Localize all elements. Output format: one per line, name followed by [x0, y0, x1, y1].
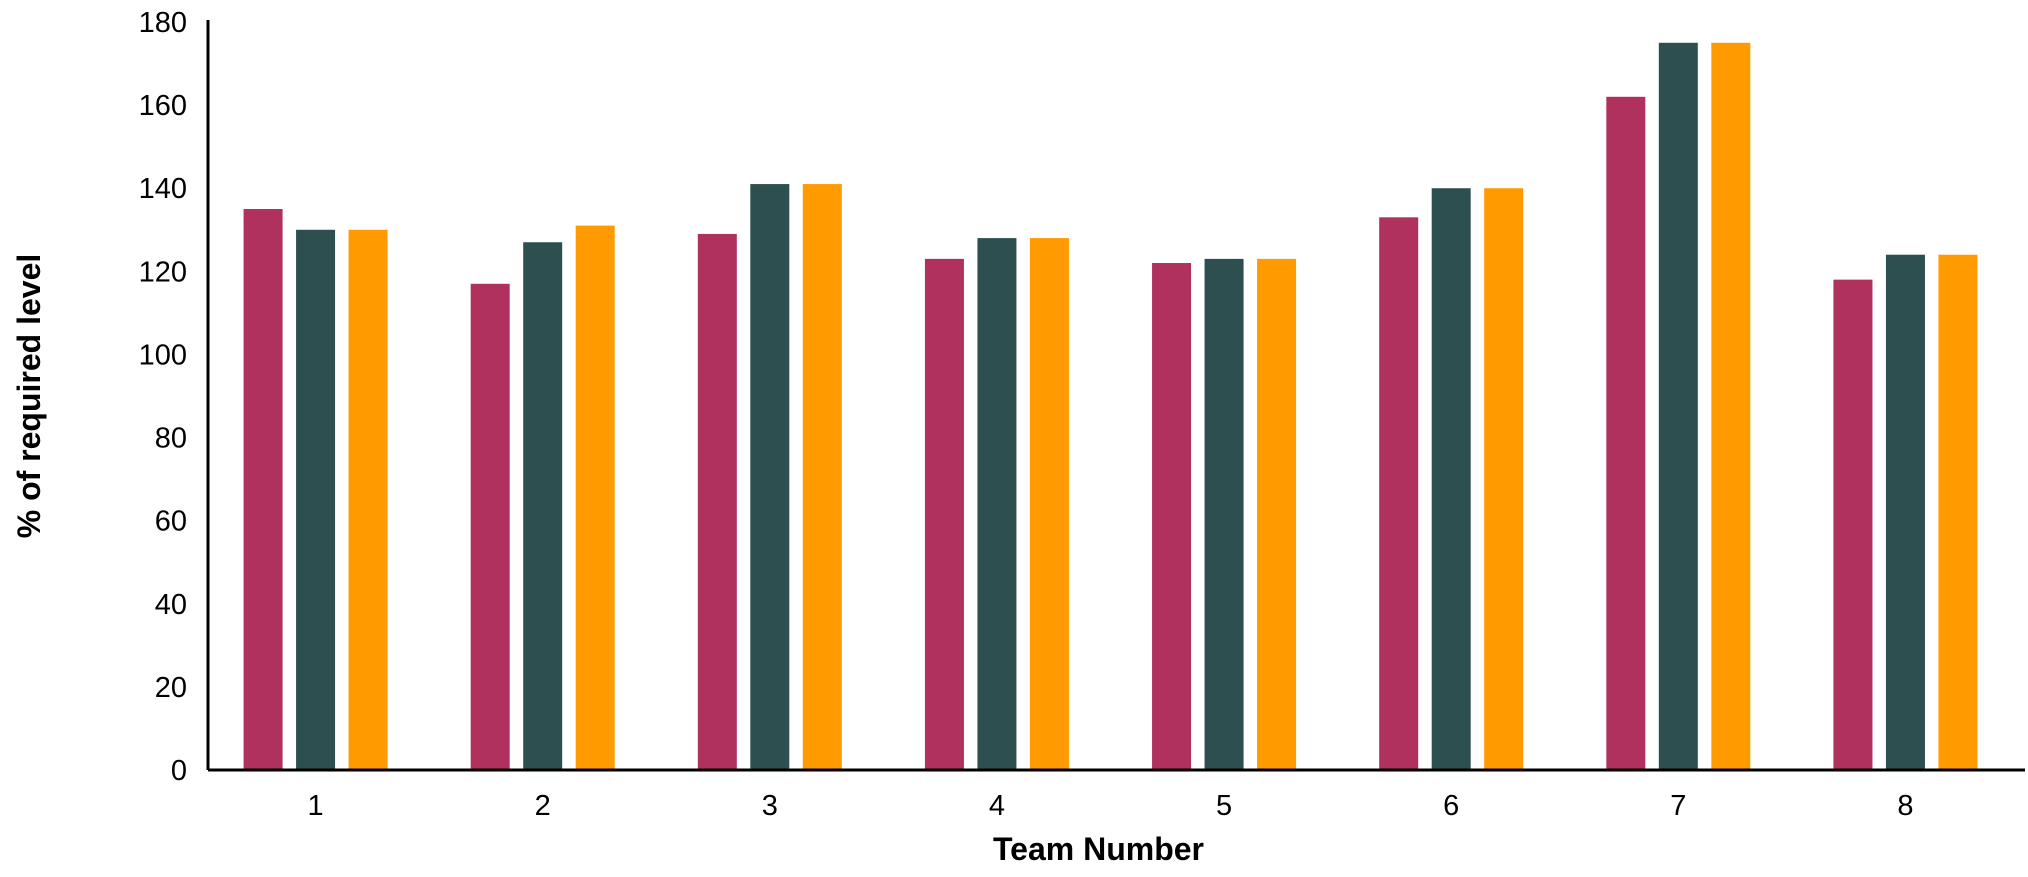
bar: [977, 238, 1017, 771]
y-tick-label: 60: [155, 506, 187, 538]
bar: [1484, 188, 1524, 770]
y-tick-label: 40: [155, 589, 187, 621]
x-tick-label: 4: [989, 790, 1005, 822]
bar: [802, 184, 842, 771]
x-tick-label: 5: [1216, 790, 1232, 822]
bar: [1938, 254, 1978, 770]
y-tick-label: 120: [139, 256, 187, 288]
bar: [1711, 42, 1751, 771]
bar: [1204, 258, 1244, 770]
bar: [1152, 263, 1192, 770]
y-tick-label: 20: [155, 672, 187, 704]
x-axis-title: Team Number: [993, 831, 1204, 867]
bar: [697, 233, 737, 770]
y-tick-labels: 0 20 40 60 80 100 120 140 160 180: [139, 7, 187, 787]
y-tick-label: 180: [139, 7, 187, 39]
x-tick-labels: 1 2 3 4 5 6 7 8: [307, 790, 1913, 822]
bar: [470, 283, 510, 770]
x-tick-label: 2: [535, 790, 551, 822]
bar: [924, 258, 964, 770]
y-tick-label: 0: [171, 755, 187, 787]
bar: [750, 184, 790, 771]
bar: [296, 229, 336, 770]
y-tick-label: 160: [139, 90, 187, 122]
x-tick-label: 6: [1443, 790, 1459, 822]
bar: [243, 209, 283, 770]
bar: [1257, 258, 1297, 770]
x-tick-label: 3: [762, 790, 778, 822]
bar: [348, 229, 388, 770]
x-tick-label: 7: [1670, 790, 1686, 822]
bar: [575, 225, 615, 771]
y-tick-label: 80: [155, 423, 187, 455]
bar: [1606, 96, 1646, 771]
bars-layer: [243, 42, 1978, 771]
bar: [1029, 238, 1069, 771]
bar: [1658, 42, 1698, 771]
x-tick-label: 8: [1897, 790, 1913, 822]
y-tick-label: 140: [139, 173, 187, 205]
bar: [1885, 254, 1925, 770]
x-tick-label: 1: [307, 790, 323, 822]
y-tick-label: 100: [139, 339, 187, 371]
bar: [1379, 217, 1419, 771]
bar: [523, 242, 563, 770]
bar: [1833, 279, 1873, 770]
bar: [1431, 188, 1471, 770]
y-axis-title: % of required level: [11, 254, 47, 539]
